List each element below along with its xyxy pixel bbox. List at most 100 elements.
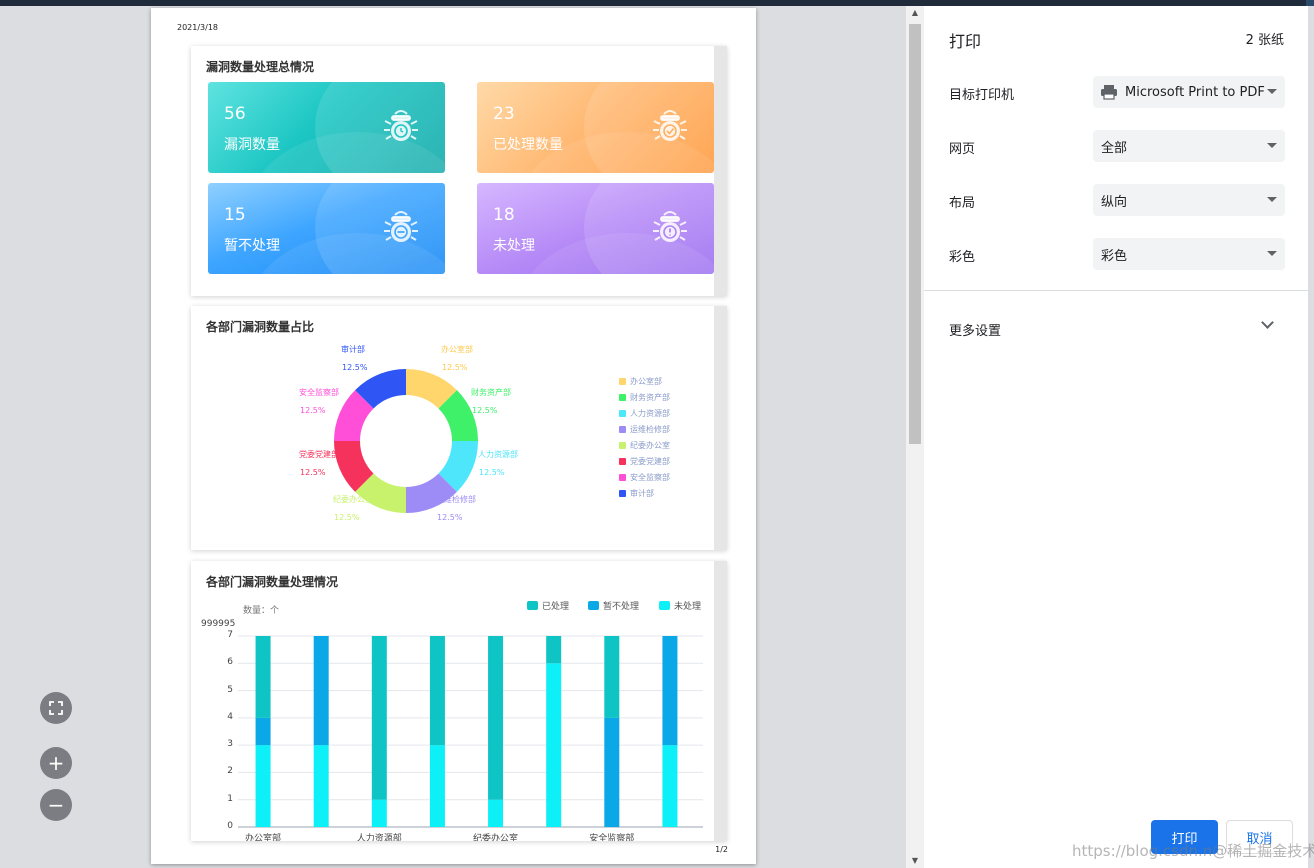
legend-item[interactable]: 财务资产部 [619,392,670,403]
dropdown-caret-icon [1267,197,1277,202]
summary-card-unhandled: 18 未处理 [477,183,714,274]
cancel-button[interactable]: 取消 [1226,820,1293,854]
legend-swatch [619,410,626,417]
pie-slice [438,441,478,492]
legend-item[interactable]: 办公室部 [619,376,662,387]
pie-slice-label: 办公室部 [441,345,473,354]
legend-item[interactable]: 审计部 [619,488,654,499]
summary-card-total: 56 漏洞数量 [208,82,445,173]
bar-segment [429,745,445,827]
pie-slice-label: 纪委办公室 [333,495,373,504]
destination-value: Microsoft Print to PDF [1125,84,1265,100]
legend-item[interactable]: 运维检修部 [619,424,670,435]
bar-segment [546,636,562,664]
legend-item[interactable]: 人力资源部 [619,408,670,419]
card-decor [584,183,714,274]
y-tick-label: 3 [227,739,233,750]
pie-slice [406,473,457,513]
legend-swatch [527,601,538,610]
page-date: 2021/3/18 [177,23,219,32]
pie-slice-label: 审计部 [341,345,365,354]
legend-label: 运维检修部 [630,425,670,434]
card-number: 18 [493,205,515,225]
y-tick-label: 6 [227,657,233,668]
color-value: 彩色 [1101,248,1128,264]
x-tick-label: 办公室部 [245,834,282,841]
bar-legend-item[interactable]: 暂不处理 [588,599,639,612]
preview-scrollbar[interactable]: ▲ ▼ [906,6,924,868]
more-settings-toggle[interactable]: 更多设置 [949,324,1002,339]
printer-icon [1101,85,1117,100]
layout-select[interactable]: 纵向 [1093,184,1285,216]
pie-panel: 各部门漏洞数量占比 审计部 12.5% 办公室部 12.5% 财务资产部 12.5% 人力资… [191,306,727,550]
sheet-count: 2 张纸 [1245,33,1284,48]
bug-alert-icon [653,211,687,242]
x-tick-label: 人力资源部 [356,834,402,841]
bar-segment [255,745,271,827]
x-tick-label: 纪委办公室 [473,834,519,841]
pie-slice [334,441,374,492]
card-label: 未处理 [493,238,535,254]
chevron-down-icon[interactable] [1261,316,1274,329]
bar-segment [488,636,504,800]
layout-label: 布局 [949,196,976,211]
y-tick-label: 4 [227,711,233,722]
card-decor [584,82,714,173]
bar-segment [313,636,329,746]
print-button[interactable]: 打印 [1151,820,1218,854]
legend-swatch [619,442,626,449]
legend-swatch [619,474,626,481]
y-tick-label: 0 [227,821,233,831]
destination-label: 目标打印机 [949,88,1015,103]
color-select[interactable]: 彩色 [1093,238,1285,270]
scroll-down-arrow-icon[interactable]: ▼ [911,856,919,865]
legend-item[interactable]: 纪委办公室 [619,440,670,451]
bug-minus-icon [384,211,418,242]
pages-select[interactable]: 全部 [1093,130,1285,162]
bar-legend-item[interactable]: 未处理 [659,599,701,612]
page-number: 1/2 [715,845,728,854]
legend-label: 安全监察部 [630,473,670,482]
pie-slice [355,369,406,409]
bar-panel: 各部门漏洞数量处理情况 数量：个 999995 已处理 暂不处理 未处理 7 6 5 4 3… [191,561,727,841]
fit-to-page-button[interactable] [40,692,72,724]
legend-label: 未处理 [674,602,702,612]
summary-card-handled: 23 已处理数量 [477,82,714,173]
scroll-up-arrow-icon[interactable]: ▲ [911,8,919,17]
summary-title: 漏洞数量处理总情况 [206,60,315,74]
pie-slice-percent: 12.5% [479,468,505,477]
bug-clock-icon [384,110,418,141]
legend-item[interactable]: 安全监察部 [619,472,670,483]
pages-label: 网页 [949,142,976,157]
legend-item[interactable]: 党委党建部 [619,456,670,467]
bar-segment [662,636,678,746]
legend-swatch [619,458,626,465]
bar-segment [255,636,271,718]
pie-slice-label: 党委党建部 [299,450,339,459]
pages-value: 全部 [1101,140,1128,156]
y-tick-label: 1 [227,793,233,804]
pie-slice [438,390,478,441]
x-tick-label: 安全监察部 [589,834,635,841]
zoom-in-button[interactable]: + [40,747,72,779]
legend-label: 办公室部 [630,377,662,386]
zoom-out-button[interactable]: − [40,789,72,821]
panel-rail [714,561,727,841]
bar-segment [488,799,504,827]
legend-swatch [619,394,626,401]
pie-slice [334,390,374,441]
destination-select[interactable]: Microsoft Print to PDF [1093,76,1285,108]
window-edge [1308,6,1314,868]
scrollbar-thumb[interactable] [909,24,921,444]
legend-swatch [619,426,626,433]
y-tick-label: 2 [227,766,233,777]
settings-divider [924,290,1308,291]
bar-segment [371,799,387,827]
dropdown-caret-icon [1267,143,1277,148]
print-dialog-title: 打印 [949,32,982,51]
pie-slice-label: 安全监察部 [299,388,339,397]
bar-segment [604,636,620,718]
card-label: 漏洞数量 [224,137,280,153]
preview-page: 2021/3/18 漏洞数量处理总情况 56 漏洞数量 23 已处理数量 15 … [151,8,756,864]
bar-legend-item[interactable]: 已处理 [527,599,569,612]
